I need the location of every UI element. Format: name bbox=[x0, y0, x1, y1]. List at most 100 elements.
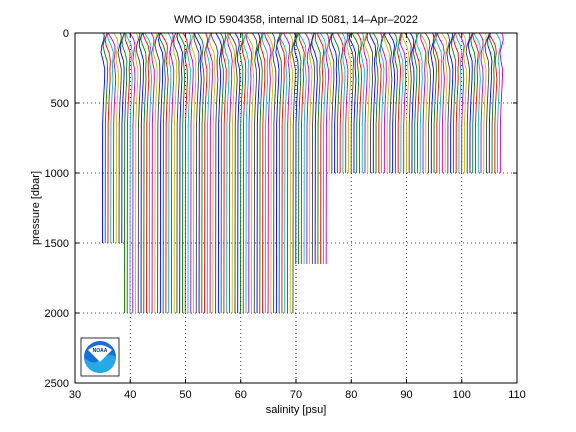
profile-line bbox=[384, 32, 390, 174]
profile-line bbox=[363, 32, 371, 174]
y-tick-label: 1000 bbox=[45, 168, 69, 180]
profile-line bbox=[420, 32, 427, 174]
profile-line bbox=[356, 32, 362, 174]
profile-line bbox=[404, 32, 412, 174]
profile-line bbox=[221, 32, 227, 314]
profile-line bbox=[478, 32, 484, 174]
x-axis-label: salinity [psu] bbox=[266, 404, 327, 416]
profile-line bbox=[140, 32, 147, 314]
profile-line bbox=[499, 32, 504, 174]
profile-line bbox=[176, 32, 183, 314]
logo-text: NOAA bbox=[93, 348, 108, 354]
x-tick-label: 90 bbox=[400, 389, 412, 401]
profile-line bbox=[330, 32, 338, 174]
profile-line bbox=[178, 32, 186, 314]
profile-line bbox=[104, 32, 111, 244]
profile-line bbox=[215, 32, 223, 314]
profile-line bbox=[446, 32, 451, 174]
profile-line bbox=[432, 32, 440, 174]
profile-line bbox=[208, 32, 216, 314]
profile-line bbox=[219, 32, 224, 314]
profile-line bbox=[401, 32, 410, 174]
y-tick-labels: 0 500 1000 1500 2000 2500 bbox=[45, 28, 69, 390]
profile-line bbox=[424, 32, 432, 174]
profile-line bbox=[495, 32, 502, 174]
noaa-logo: NOAA bbox=[80, 337, 120, 377]
y-tick-label: 2500 bbox=[45, 378, 69, 390]
profile-line bbox=[487, 32, 493, 174]
profile-line bbox=[348, 32, 357, 174]
profile-line bbox=[288, 32, 294, 314]
profile-line bbox=[107, 32, 114, 244]
profile-line bbox=[182, 32, 188, 314]
y-tick-label: 2000 bbox=[45, 308, 69, 320]
profile-line bbox=[341, 32, 346, 174]
profile-line bbox=[291, 32, 296, 314]
profile-line bbox=[187, 32, 192, 314]
profiles-layer bbox=[100, 32, 504, 314]
profile-line bbox=[243, 32, 249, 314]
profile-line bbox=[129, 32, 136, 314]
profile-line bbox=[228, 32, 236, 314]
profile-line bbox=[193, 32, 200, 314]
profile-line bbox=[234, 32, 241, 314]
profile-line bbox=[489, 32, 496, 174]
profile-line bbox=[100, 32, 106, 244]
profile-line bbox=[150, 32, 155, 314]
profile-line bbox=[283, 32, 291, 314]
profile-line bbox=[227, 32, 233, 314]
profile-line bbox=[121, 32, 128, 314]
profile-line bbox=[472, 32, 479, 174]
profile-line bbox=[309, 32, 316, 265]
profile-line bbox=[399, 32, 407, 174]
profile-line bbox=[441, 32, 448, 174]
profile-line bbox=[414, 32, 420, 174]
profile-line bbox=[241, 32, 247, 314]
profile-line bbox=[259, 32, 266, 314]
profile-line bbox=[369, 32, 377, 174]
profile-line bbox=[380, 32, 385, 174]
profile-line bbox=[210, 32, 219, 314]
x-tick-label: 60 bbox=[235, 389, 247, 401]
profile-line bbox=[194, 32, 202, 314]
profile-line bbox=[380, 32, 387, 174]
profile-line bbox=[420, 32, 429, 174]
profile-line bbox=[169, 32, 175, 314]
x-tick-label: 80 bbox=[345, 389, 357, 401]
x-tick-label: 100 bbox=[453, 389, 471, 401]
profile-line bbox=[304, 32, 310, 265]
profile-line bbox=[482, 32, 487, 174]
logo-wave bbox=[84, 355, 116, 373]
x-tick-label: 40 bbox=[124, 389, 136, 401]
profile-line bbox=[348, 32, 355, 174]
profile-line bbox=[473, 32, 481, 174]
profile-line bbox=[332, 32, 340, 174]
profile-line bbox=[142, 32, 150, 314]
profile-line bbox=[430, 32, 435, 174]
logo-bird-icon bbox=[88, 345, 112, 362]
profile-line bbox=[293, 32, 299, 265]
y-tick-label: 500 bbox=[51, 98, 69, 110]
profile-line bbox=[298, 32, 307, 265]
y-axis-label: pressure [dbar] bbox=[30, 171, 42, 245]
profile-line bbox=[119, 32, 125, 244]
profile-line bbox=[462, 32, 467, 174]
profile-line bbox=[397, 32, 402, 174]
profile-line bbox=[311, 32, 318, 265]
profile-line bbox=[261, 32, 269, 314]
profile-line bbox=[204, 32, 209, 314]
profile-line bbox=[136, 32, 142, 314]
profile-line bbox=[388, 32, 396, 174]
profile-line bbox=[152, 32, 158, 314]
profile-line bbox=[229, 32, 238, 314]
profile-line bbox=[319, 32, 327, 265]
profile-line bbox=[328, 32, 335, 174]
profile-line bbox=[317, 32, 325, 265]
y-tick-label: 1500 bbox=[45, 238, 69, 250]
x-tick-labels: 30 40 50 60 70 80 90 100 110 bbox=[69, 389, 526, 401]
profile-line bbox=[343, 32, 349, 174]
profile-line bbox=[144, 32, 153, 314]
profile-line bbox=[314, 32, 321, 265]
axis-ticks bbox=[74, 32, 518, 384]
